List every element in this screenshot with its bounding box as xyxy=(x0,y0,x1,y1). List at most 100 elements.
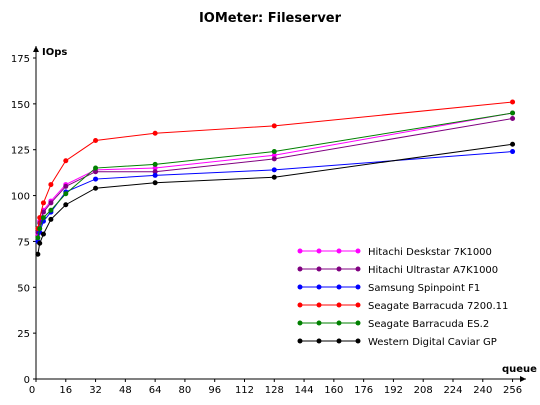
x-tick-label: 176 xyxy=(354,385,373,396)
legend-marker xyxy=(355,284,361,290)
x-tick-label: 224 xyxy=(443,385,462,396)
x-tick-label: 112 xyxy=(235,385,254,396)
legend-marker xyxy=(316,320,322,326)
legend-marker xyxy=(355,248,361,254)
data-point xyxy=(40,215,46,221)
legend-marker xyxy=(336,248,342,254)
data-point xyxy=(271,167,277,173)
data-point xyxy=(40,200,46,206)
data-point xyxy=(510,99,516,105)
legend-marker xyxy=(297,284,303,290)
data-point xyxy=(40,209,46,215)
legend-item: Samsung Spinpoint F1 xyxy=(297,283,480,294)
x-tick-label: 144 xyxy=(295,385,314,396)
y-tick-label: 50 xyxy=(17,283,30,294)
data-point xyxy=(93,169,99,175)
data-point xyxy=(152,172,158,178)
x-tick-label: 16 xyxy=(59,385,72,396)
data-point xyxy=(152,165,158,171)
data-point xyxy=(93,138,99,144)
data-point xyxy=(152,180,158,186)
data-point xyxy=(93,176,99,182)
x-tick-label: 32 xyxy=(89,385,102,396)
legend-marker xyxy=(336,338,342,344)
y-tick-label: 0 xyxy=(24,375,30,386)
legend-label: Seagate Barracuda ES.2 xyxy=(368,319,489,330)
data-point xyxy=(63,183,69,189)
legend-item: Hitachi Deskstar 7K1000 xyxy=(297,247,492,258)
legend-marker xyxy=(316,302,322,308)
data-point xyxy=(48,200,54,206)
data-point xyxy=(271,156,277,162)
series-line xyxy=(37,112,513,235)
data-point xyxy=(152,169,158,175)
legend-marker xyxy=(297,320,303,326)
data-point xyxy=(40,231,46,237)
data-point xyxy=(93,165,99,171)
x-tick-label: 240 xyxy=(473,385,492,396)
legend: Hitachi Deskstar 7K1000 Hitachi Ultrastar… xyxy=(297,247,508,348)
data-point xyxy=(63,158,69,164)
data-point xyxy=(510,149,516,155)
legend-marker xyxy=(316,338,322,344)
legend-label: Seagate Barracuda 7200.11 xyxy=(368,301,508,312)
series-line xyxy=(37,101,513,229)
legend-marker xyxy=(316,284,322,290)
x-tick-label: 64 xyxy=(149,385,162,396)
data-point xyxy=(152,161,158,167)
series-1 xyxy=(35,110,516,237)
series-line xyxy=(37,151,513,242)
legend-label: Western Digital Caviar GP xyxy=(368,337,497,348)
data-point xyxy=(37,240,43,246)
legend-label: Hitachi Deskstar 7K1000 xyxy=(368,247,492,258)
legend-marker xyxy=(336,302,342,308)
legend-marker xyxy=(336,284,342,290)
legend-marker xyxy=(355,302,361,308)
y-tick-label: 150 xyxy=(11,100,30,111)
series-4 xyxy=(35,99,516,232)
legend-item: Seagate Barracuda 7200.11 xyxy=(297,301,508,312)
legend-item: Hitachi Ultrastar A7K1000 xyxy=(297,265,498,276)
x-tick-label: 160 xyxy=(324,385,343,396)
y-tick-label: 175 xyxy=(11,54,30,65)
data-point xyxy=(93,185,99,191)
data-point xyxy=(510,110,516,116)
legend-marker xyxy=(336,266,342,272)
y-tick-label: 100 xyxy=(11,192,30,203)
data-point xyxy=(271,123,277,129)
data-point xyxy=(37,226,43,232)
x-tick-label: 192 xyxy=(384,385,403,396)
x-tick-label: 208 xyxy=(414,385,433,396)
data-point xyxy=(510,141,516,147)
x-axis-label: queue xyxy=(502,364,537,375)
y-axis-label: IOps xyxy=(42,47,67,58)
data-point xyxy=(271,149,277,155)
legend-marker xyxy=(316,248,322,254)
chart-title: IOMeter: Fileserver xyxy=(199,11,342,26)
axes: 0 25 50 75 100 125 150 175 0 16 32 48 64 80 96 112 128 14… xyxy=(11,46,526,396)
x-tick-label: 96 xyxy=(208,385,221,396)
legend-item: Seagate Barracuda ES.2 xyxy=(297,319,489,330)
legend-item: Western Digital Caviar GP xyxy=(297,337,497,348)
series-3 xyxy=(35,149,516,244)
legend-marker xyxy=(355,320,361,326)
legend-label: Samsung Spinpoint F1 xyxy=(368,283,480,294)
legend-label: Hitachi Ultrastar A7K1000 xyxy=(368,265,498,276)
x-axis-arrow xyxy=(520,376,526,382)
data-point xyxy=(271,152,277,158)
legend-marker xyxy=(336,320,342,326)
x-tick-label: 80 xyxy=(179,385,192,396)
data-point xyxy=(271,174,277,180)
legend-marker xyxy=(297,302,303,308)
y-tick-label: 75 xyxy=(17,237,30,248)
data-point xyxy=(48,207,54,213)
data-point xyxy=(48,182,54,188)
data-point xyxy=(152,130,158,136)
data-point xyxy=(48,216,54,222)
x-tick-label: 128 xyxy=(265,385,284,396)
data-point xyxy=(63,191,69,197)
y-tick-label: 25 xyxy=(17,329,30,340)
legend-marker xyxy=(297,248,303,254)
legend-marker xyxy=(297,266,303,272)
